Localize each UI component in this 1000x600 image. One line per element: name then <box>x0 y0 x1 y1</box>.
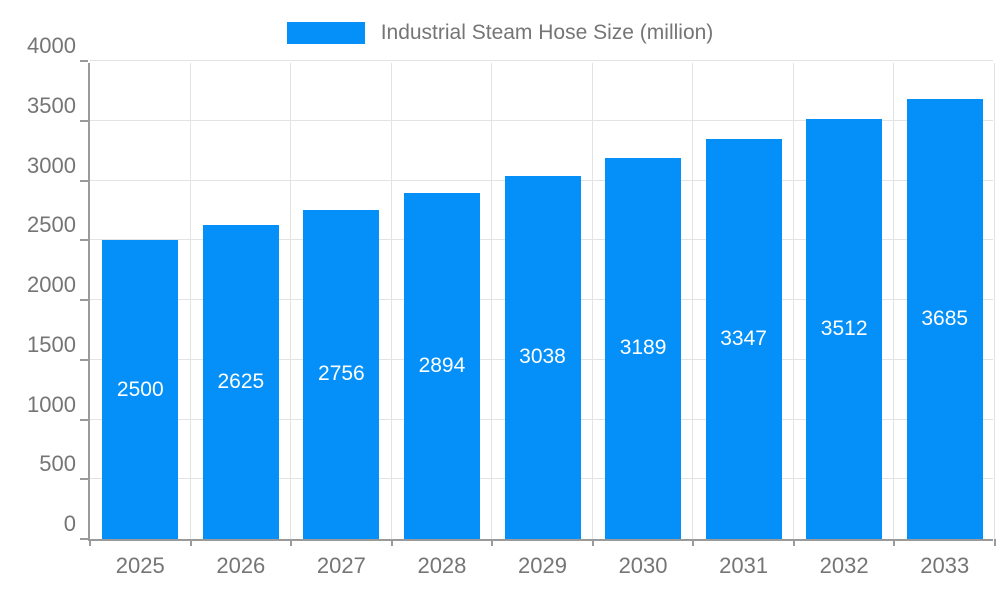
bar-value-label: 2625 <box>217 370 265 394</box>
bar-2032[interactable]: 3512 <box>806 119 883 539</box>
gridline-vertical <box>792 63 794 539</box>
y-axis-tick-mark <box>80 119 88 122</box>
bar-value-label: 3189 <box>619 336 667 360</box>
x-axis-label-2032: 2032 <box>819 553 869 578</box>
chart-legend[interactable]: Industrial Steam Hose Size (million) <box>0 18 1000 48</box>
y-axis-tick-mark <box>80 538 88 540</box>
bar-2029[interactable]: 3038 <box>504 175 581 539</box>
y-axis-tick-mark <box>80 239 88 242</box>
y-axis-tick-mark <box>80 418 88 421</box>
gridline-vertical <box>390 63 392 539</box>
x-axis-tick-mark <box>792 539 795 546</box>
plot-area: 2500 2625 2756 2894 3038 3189 3347 3512 3685 0 50… <box>27 33 996 578</box>
x-axis-tick-mark <box>390 539 393 546</box>
y-axis-tick-label: 3000 <box>27 152 76 178</box>
x-axis-tick-mark <box>189 539 192 546</box>
bar-value-label: 3038 <box>519 345 566 369</box>
y-axis-tick-mark <box>80 179 88 182</box>
x-axis-tick-mark <box>290 539 293 546</box>
y-axis-tick-label: 4000 <box>27 33 76 58</box>
bar-value-label: 2756 <box>318 362 365 386</box>
bar-2033[interactable]: 3685 <box>906 98 983 539</box>
legend-swatch-icon <box>286 22 365 44</box>
bar-value-label: 2500 <box>116 377 164 401</box>
y-axis-tick-label: 3500 <box>27 92 76 118</box>
bar-2027[interactable]: 2756 <box>303 209 380 539</box>
gridline-vertical <box>491 63 493 539</box>
gridline-vertical <box>893 63 895 539</box>
x-axis-tick-mark <box>692 539 695 546</box>
bar-value-label: 3347 <box>720 327 767 351</box>
gridline-horizontal <box>90 60 993 61</box>
bar-value-label: 3685 <box>921 306 969 330</box>
bar-2028[interactable]: 2894 <box>403 193 480 539</box>
y-axis-tick-mark <box>80 358 88 361</box>
y-axis-tick-label: 2500 <box>27 212 76 238</box>
x-axis-tick-mark <box>89 539 91 546</box>
gridline-vertical <box>290 63 292 539</box>
x-axis-label-2026: 2026 <box>216 553 266 578</box>
gridline-vertical <box>189 63 191 539</box>
gridline-horizontal <box>90 119 993 121</box>
bar-value-label: 2894 <box>418 354 466 378</box>
x-axis-label-2029: 2029 <box>518 553 567 578</box>
y-axis-tick-mark <box>80 478 88 481</box>
gridline-vertical <box>692 63 694 539</box>
x-axis-label-2027: 2027 <box>316 553 366 578</box>
x-axis-label-2028: 2028 <box>417 553 467 578</box>
x-axis-tick-mark <box>591 539 594 546</box>
gridline-vertical <box>994 63 995 539</box>
x-axis-tick-mark <box>893 539 896 546</box>
y-axis-tick-mark <box>80 60 88 62</box>
x-axis-label-2031: 2031 <box>719 553 769 578</box>
bar-2025[interactable]: 2500 <box>102 240 179 539</box>
y-axis-tick-mark <box>80 299 88 301</box>
y-axis-tick-label: 2000 <box>27 272 76 297</box>
y-axis-tick-label: 500 <box>39 451 76 477</box>
x-axis-tick-mark <box>994 539 996 546</box>
bar-2026[interactable]: 2625 <box>202 225 279 539</box>
y-axis-tick-label: 0 <box>63 511 76 536</box>
x-axis-tick-mark <box>491 539 494 546</box>
bar-2030[interactable]: 3189 <box>605 157 682 539</box>
x-axis-label-2025: 2025 <box>115 553 165 578</box>
y-axis-tick-label: 1000 <box>27 391 76 417</box>
y-axis-tick-label: 1500 <box>27 331 76 357</box>
gridline-vertical <box>591 63 593 539</box>
bar-2031[interactable]: 3347 <box>705 139 782 539</box>
bar-value-label: 3512 <box>820 317 868 341</box>
legend-label: Industrial Steam Hose Size (million) <box>380 21 714 44</box>
x-axis-label-2033: 2033 <box>920 553 970 578</box>
x-axis-label-2030: 2030 <box>618 553 668 578</box>
